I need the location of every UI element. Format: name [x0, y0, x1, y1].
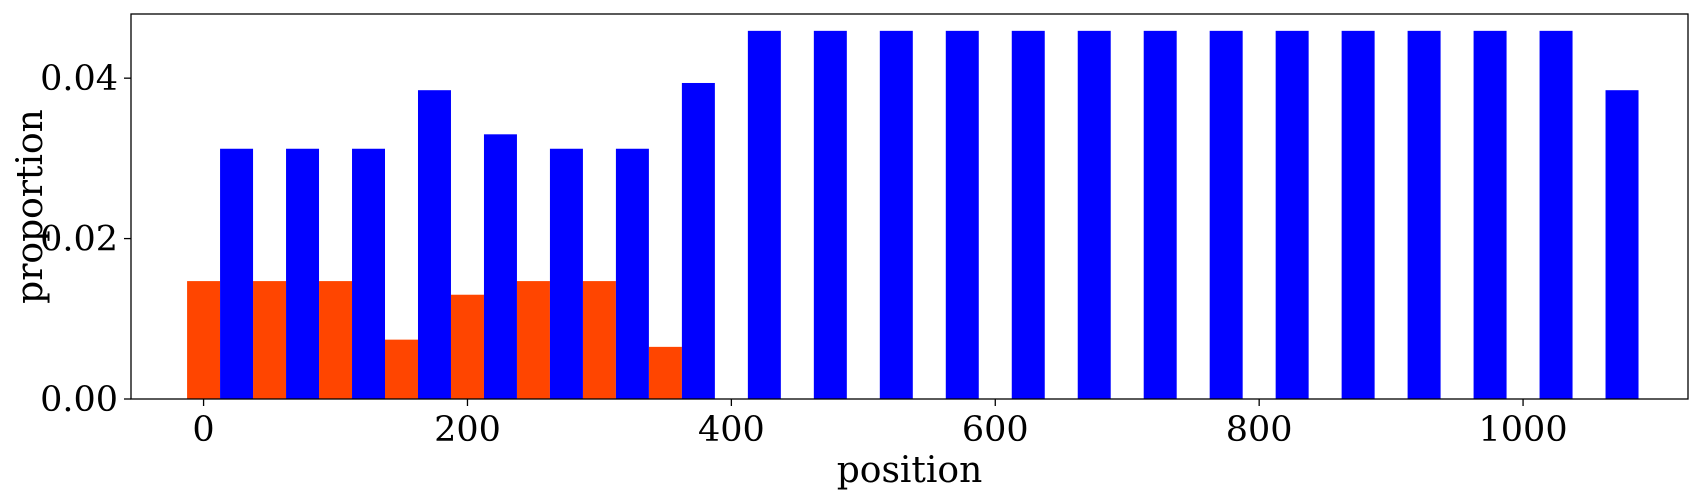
bar-series-2-8 [747, 30, 781, 399]
x-tick-label: 200 [434, 410, 501, 450]
bar-series-1-1 [253, 281, 287, 399]
y-tick-label: 0.04 [40, 59, 118, 99]
bar-series-2-11 [945, 30, 979, 399]
bar-series-1-2 [319, 281, 353, 399]
x-axis-label: position [837, 450, 983, 491]
bar-series-2-16 [1275, 30, 1309, 399]
x-tick-label: 400 [698, 410, 765, 450]
bar-series-2-13 [1077, 30, 1111, 399]
bar-series-1-5 [516, 281, 550, 399]
bar-series-2-2 [352, 148, 386, 399]
bar-series-2-9 [813, 30, 847, 399]
y-tick-label: 0.00 [40, 380, 118, 420]
bar-series-2-1 [286, 148, 320, 399]
bar-series-2-19 [1473, 30, 1507, 399]
bar-series-2-20 [1539, 30, 1573, 399]
bar-series-1-6 [582, 281, 616, 399]
bar-series-2-3 [417, 90, 451, 400]
bar-series-2-14 [1143, 30, 1177, 399]
y-axis: 0.00 0.02 0.04 [40, 59, 131, 420]
bar-series-2-0 [220, 148, 254, 399]
bar-series-2-7 [681, 82, 715, 400]
x-tick-label: 1000 [1479, 410, 1568, 450]
x-tick-label: 0 [192, 410, 214, 450]
bar-series-2-12 [1011, 30, 1045, 399]
x-axis: 0 200 400 600 800 1000 [192, 399, 1568, 450]
bar-series-1-4 [450, 294, 484, 399]
y-axis-label: proportion [10, 109, 51, 304]
bar-series-1-7 [648, 346, 682, 399]
x-tick-label: 600 [962, 410, 1029, 450]
y-tick-label: 0.02 [40, 220, 118, 260]
bars-group [187, 30, 1639, 400]
bar-series-1-0 [187, 281, 221, 399]
bar-series-2-15 [1209, 30, 1243, 399]
bar-series-2-18 [1407, 30, 1441, 399]
bar-series-2-17 [1341, 30, 1375, 399]
bar-series-2-21 [1605, 90, 1639, 400]
bar-series-2-10 [879, 30, 913, 399]
bar-series-2-4 [483, 134, 517, 399]
plot-frame [130, 13, 1689, 400]
bar-series-1-3 [385, 339, 418, 399]
bar-series-2-6 [615, 148, 649, 399]
x-tick-label: 800 [1226, 410, 1293, 450]
bar-series-2-5 [549, 148, 583, 399]
